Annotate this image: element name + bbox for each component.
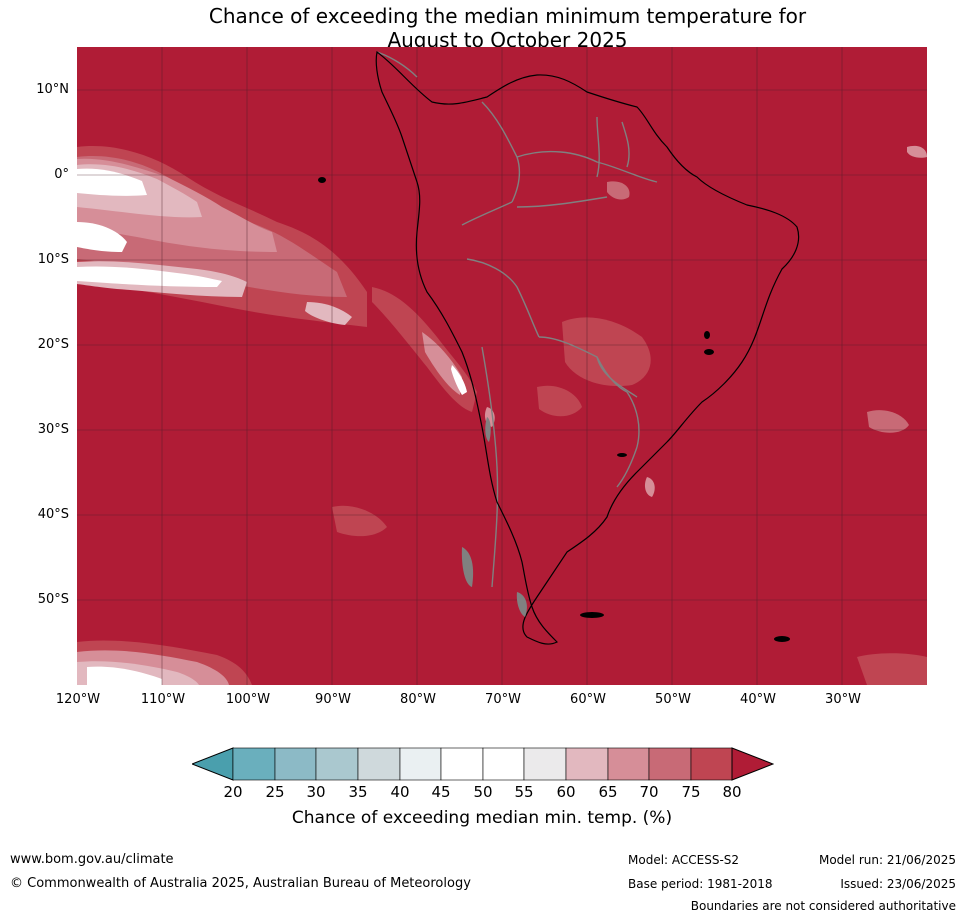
islands <box>318 177 790 642</box>
colorbar-tick-75: 75 <box>681 783 701 801</box>
colorbar-tick-65: 65 <box>598 783 618 801</box>
colorbar-tick-45: 45 <box>431 783 451 801</box>
colorbar <box>190 747 775 785</box>
lon-label-30w: 30°W <box>825 692 861 707</box>
colorbar-swatch-60-65 <box>565 747 609 781</box>
colorbar-tick-50: 50 <box>473 783 493 801</box>
colorbar-swatch-70-75 <box>648 747 692 781</box>
lon-label-80w: 80°W <box>400 692 436 707</box>
colorbar-swatch-35-40 <box>357 747 401 781</box>
colorbar-swatch-65-70 <box>607 747 650 781</box>
map-title: Chance of exceeding the median minimum t… <box>0 4 965 52</box>
map-svg <box>77 47 927 685</box>
colorbar-high-arrow <box>731 747 775 781</box>
base-period-text: Base period: 1981-2018 <box>628 877 773 891</box>
colorbar-swatch-45-50 <box>440 747 484 781</box>
lon-label-50w: 50°W <box>655 692 691 707</box>
model-text: Model: ACCESS-S2 <box>628 853 740 867</box>
lat-label-50s: 50°S <box>37 592 69 607</box>
title-line-1: Chance of exceeding the median minimum t… <box>208 4 807 28</box>
lat-label-0: 0° <box>54 167 69 182</box>
lon-label-120w: 120°W <box>55 692 101 707</box>
colorbar-tick-30: 30 <box>306 783 326 801</box>
country-borders <box>376 51 658 588</box>
colorbar-swatch-75-80 <box>690 747 733 781</box>
colorbar-tick-60: 60 <box>556 783 576 801</box>
probability-map <box>77 47 927 685</box>
colorbar-swatch-30-35 <box>315 747 359 781</box>
issued-text: Issued: 23/06/2025 <box>840 877 956 891</box>
colorbar-svg <box>190 747 775 781</box>
colorbar-low-arrow <box>190 747 234 781</box>
colorbar-swatch-20-25 <box>232 747 276 781</box>
colorbar-label: Chance of exceeding median min. temp. (%… <box>291 808 673 828</box>
colorbar-swatch-50-55 <box>482 747 525 781</box>
south-america-coastline <box>375 50 800 645</box>
south-pacific-band <box>77 640 927 685</box>
lon-label-100w: 100°W <box>225 692 271 707</box>
disclaimer-text: Boundaries are not considered authoritat… <box>690 899 956 913</box>
colorbar-tick-55: 55 <box>514 783 534 801</box>
colorbar-swatch-25-30 <box>274 747 317 781</box>
colorbar-tick-70: 70 <box>639 783 659 801</box>
colorbar-tick-20: 20 <box>223 783 243 801</box>
colorbar-tick-40: 40 <box>390 783 410 801</box>
lat-label-30s: 30°S <box>37 422 69 437</box>
pacific-cool-band <box>77 146 367 327</box>
lat-label-20s: 20°S <box>37 337 69 352</box>
scattered-patches <box>332 145 927 537</box>
lon-label-60w: 60°W <box>570 692 606 707</box>
lon-label-90w: 90°W <box>315 692 351 707</box>
lon-label-70w: 70°W <box>485 692 521 707</box>
colorbar-swatch-40-45 <box>399 747 442 781</box>
colorbar-tick-35: 35 <box>348 783 368 801</box>
lat-label-40s: 40°S <box>37 507 69 522</box>
copyright-text: © Commonwealth of Australia 2025, Austra… <box>10 876 471 891</box>
website-link[interactable]: www.bom.gov.au/climate <box>10 852 174 867</box>
andes-grey-patches <box>461 417 527 617</box>
colorbar-tick-25: 25 <box>265 783 285 801</box>
lat-label-10s: 10°S <box>37 252 69 267</box>
model-run-text: Model run: 21/06/2025 <box>818 853 956 867</box>
graticule <box>77 47 927 685</box>
lon-label-110w: 110°W <box>140 692 186 707</box>
colorbar-swatch-55-60 <box>523 747 567 781</box>
peru-coast-band <box>372 287 477 412</box>
lat-label-10n: 10°N <box>36 82 69 97</box>
colorbar-tick-80: 80 <box>722 783 742 801</box>
lon-label-40w: 40°W <box>740 692 776 707</box>
